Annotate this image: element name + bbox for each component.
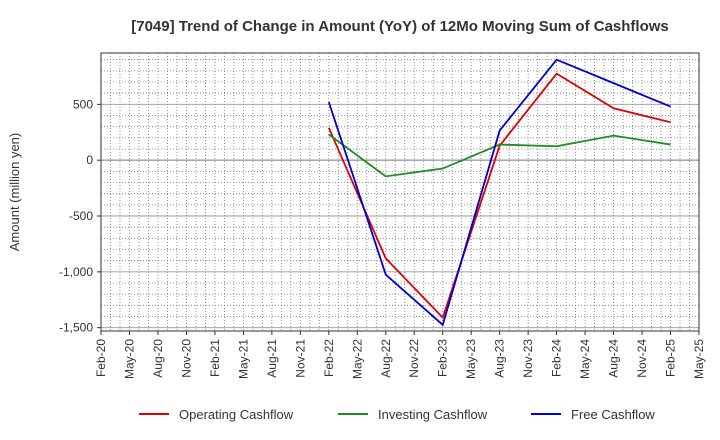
plot-background [101, 53, 699, 331]
y-tick-label: 500 [73, 97, 93, 111]
legend-label: Operating Cashflow [179, 407, 294, 422]
series-line [328, 133, 671, 178]
plot-border [100, 52, 700, 332]
series-line [327, 58, 671, 327]
x-tick-label: May-21 [236, 339, 250, 379]
x-tick-label: Nov-24 [635, 339, 649, 378]
x-tick-label: Nov-23 [521, 339, 535, 378]
x-tick-label: Aug-20 [151, 339, 165, 378]
y-tick-label: -1,500 [59, 321, 93, 335]
x-tick-label: Nov-20 [179, 339, 193, 378]
y-tick-label: 0 [86, 153, 93, 167]
x-tick-label: May-20 [122, 339, 136, 379]
x-tick-label: Feb-23 [436, 339, 450, 377]
x-tick-label: Nov-21 [293, 339, 307, 378]
chart-title: [7049] Trend of Change in Amount (YoY) o… [131, 18, 669, 35]
x-tick-label: May-24 [578, 339, 592, 379]
x-tick-label: Aug-23 [493, 339, 507, 378]
legend: Operating Cashflow Investing Cashflow Free… [139, 407, 655, 422]
y-tick-label: -1,000 [59, 265, 93, 279]
y-tick-label: -500 [69, 209, 93, 223]
x-tick-label: Feb-24 [550, 339, 564, 377]
legend-label: Free Cashflow [571, 407, 655, 422]
x-tick-label: Feb-22 [322, 339, 336, 377]
x-tick-label: Feb-20 [94, 339, 108, 377]
y-axis-label: Amount (million yen) [7, 133, 22, 252]
x-tick-label: May-23 [464, 339, 478, 379]
x-tick-label: May-22 [350, 339, 364, 379]
x-tick-label: Nov-22 [407, 339, 421, 378]
x-tick-label: Aug-24 [607, 339, 621, 378]
x-tick-label: Feb-25 [664, 339, 678, 377]
x-tick-label: Aug-22 [379, 339, 393, 378]
x-tick-label: Aug-21 [265, 339, 279, 378]
x-tick-label: May-25 [692, 339, 706, 379]
series-line [327, 72, 671, 320]
legend-label: Investing Cashflow [378, 407, 488, 422]
x-tick-label: Feb-21 [208, 339, 222, 377]
